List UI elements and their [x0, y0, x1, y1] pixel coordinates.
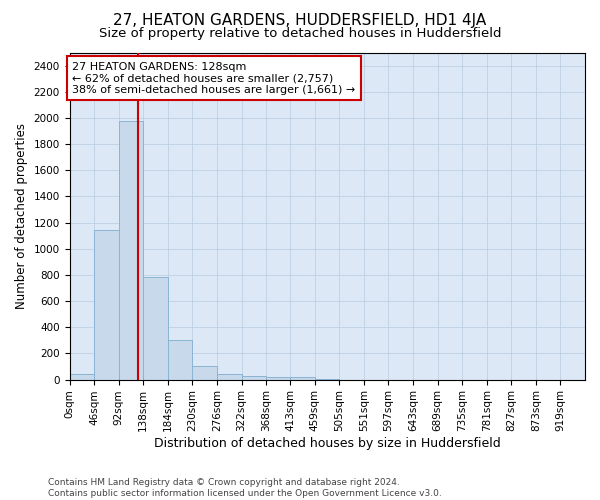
Text: Contains HM Land Registry data © Crown copyright and database right 2024.
Contai: Contains HM Land Registry data © Crown c…: [48, 478, 442, 498]
Bar: [266, 377, 290, 380]
Bar: [193, 366, 217, 380]
Bar: [290, 377, 315, 380]
X-axis label: Distribution of detached houses by size in Huddersfield: Distribution of detached houses by size …: [154, 437, 500, 450]
Bar: [217, 374, 242, 380]
Bar: [94, 230, 119, 380]
Y-axis label: Number of detached properties: Number of detached properties: [15, 123, 28, 309]
Text: 27, HEATON GARDENS, HUDDERSFIELD, HD1 4JA: 27, HEATON GARDENS, HUDDERSFIELD, HD1 4J…: [113, 12, 487, 28]
Bar: [242, 376, 266, 380]
Bar: [119, 120, 143, 380]
Text: 27 HEATON GARDENS: 128sqm
← 62% of detached houses are smaller (2,757)
38% of se: 27 HEATON GARDENS: 128sqm ← 62% of detac…: [72, 62, 355, 95]
Bar: [168, 340, 193, 380]
Bar: [315, 379, 339, 380]
Bar: [143, 277, 168, 380]
Bar: [70, 374, 94, 380]
Text: Size of property relative to detached houses in Huddersfield: Size of property relative to detached ho…: [99, 28, 501, 40]
